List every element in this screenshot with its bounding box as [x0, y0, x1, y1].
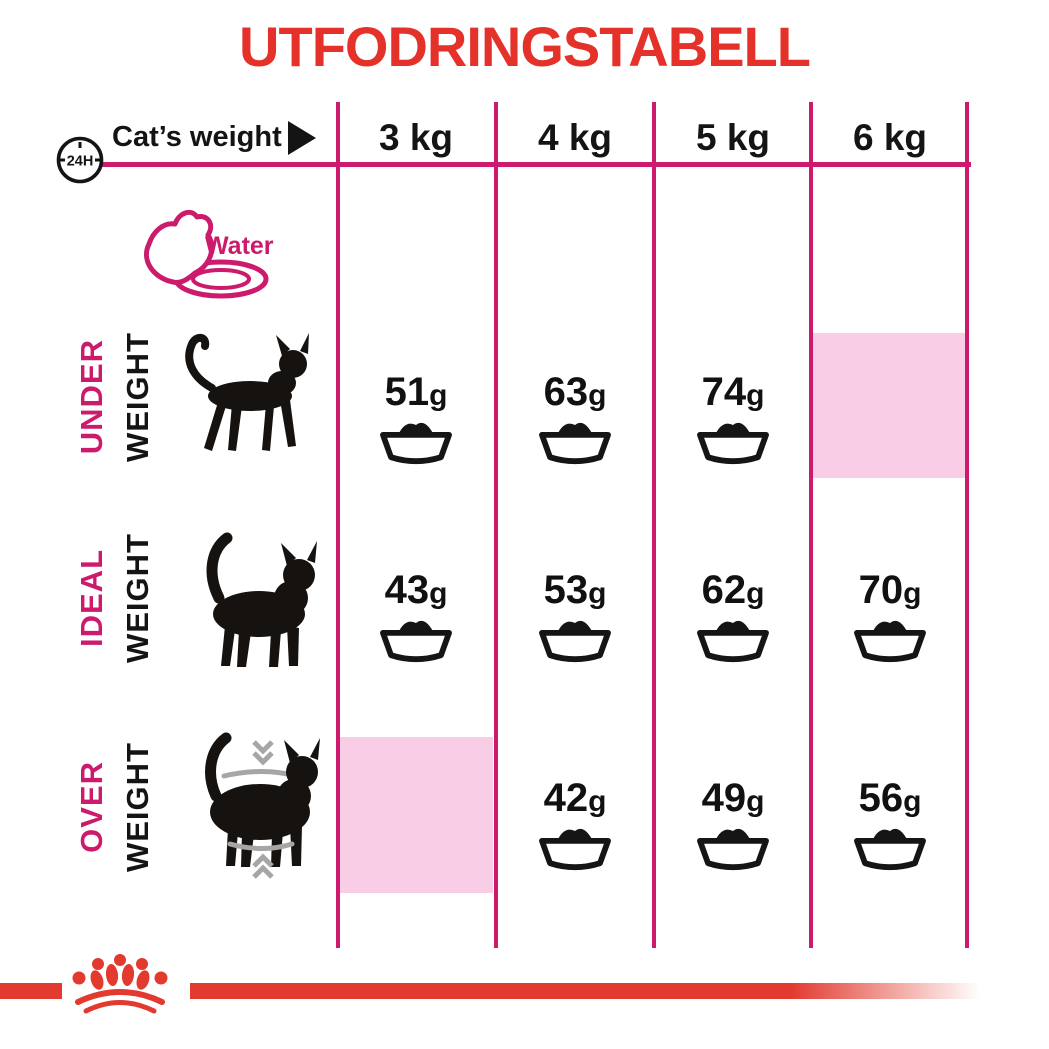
- food-bowl-icon: [697, 422, 769, 465]
- row-word-over: OVER: [74, 761, 109, 853]
- column-divider: [965, 102, 969, 948]
- food-bowl-icon: [539, 620, 611, 663]
- amount: 74: [701, 370, 747, 414]
- bottom-bar: [0, 983, 62, 999]
- cat-overweight-icon: [205, 732, 320, 879]
- feeding-value-under-5kg: 74g: [663, 372, 803, 467]
- food-bowl-icon: [380, 620, 452, 663]
- food-bowl-icon: [854, 620, 926, 663]
- row-word-under: UNDER: [74, 339, 109, 455]
- amount: 53: [543, 568, 589, 612]
- amount: 43: [384, 568, 430, 612]
- food-bowl-icon: [697, 620, 769, 663]
- cats-weight-label: Cat’s weight: [112, 121, 282, 153]
- unit: g: [746, 785, 765, 818]
- feeding-value-ideal-3kg: 43g: [346, 570, 486, 665]
- feeding-value-ideal-5kg: 62g: [663, 570, 803, 665]
- clock-24h-icon: 24H: [56, 136, 104, 184]
- cat-ideal-icon: [206, 532, 317, 667]
- feeding-value-ideal-6kg: 70g: [820, 570, 960, 665]
- amount: 56: [858, 776, 904, 820]
- column-header-4kg: 4 kg: [537, 117, 613, 158]
- row-word-ideal: IDEAL: [74, 549, 109, 647]
- amount: 42: [543, 776, 589, 820]
- water-label: Water: [205, 232, 274, 260]
- food-bowl-icon: [380, 422, 452, 465]
- header-divider: [102, 162, 971, 167]
- highlight-cell-under-6kg: [813, 333, 967, 478]
- feeding-value-over-5kg: 49g: [663, 778, 803, 873]
- feeding-value-under-4kg: 63g: [505, 372, 645, 467]
- unit: g: [746, 379, 765, 412]
- royal-canin-crown-icon: [72, 954, 168, 1014]
- column-divider: [336, 102, 340, 948]
- row-label-overweight: OVER WEIGHT: [74, 742, 156, 872]
- feeding-value-under-3kg: 51g: [346, 372, 486, 467]
- column-divider: [494, 102, 498, 948]
- column-header-5kg: 5 kg: [695, 117, 771, 158]
- unit: g: [903, 577, 922, 610]
- cat-underweight-icon: [185, 333, 309, 451]
- feeding-value-over-4kg: 42g: [505, 778, 645, 873]
- amount: 49: [701, 776, 747, 820]
- amount: 70: [858, 568, 904, 612]
- food-bowl-icon: [697, 828, 769, 871]
- amount: 51: [384, 370, 430, 414]
- unit: g: [903, 785, 922, 818]
- column-header-6kg: 6 kg: [852, 117, 928, 158]
- food-bowl-icon: [539, 422, 611, 465]
- clock-24h-label: 24H: [67, 154, 94, 170]
- row-label-underweight: UNDER WEIGHT: [74, 332, 156, 462]
- bottom-bar-fade: [190, 983, 980, 999]
- row-word-weight: WEIGHT: [120, 533, 155, 663]
- unit: g: [746, 577, 765, 610]
- unit: g: [588, 785, 607, 818]
- column-header-3kg: 3 kg: [378, 117, 454, 158]
- row-word-weight: WEIGHT: [120, 332, 155, 462]
- water-bowl-icon: [144, 209, 269, 299]
- food-bowl-icon: [854, 828, 926, 871]
- food-bowl-icon: [539, 828, 611, 871]
- unit: g: [429, 577, 448, 610]
- amount: 62: [701, 568, 747, 612]
- unit: g: [429, 379, 448, 412]
- row-label-ideal: IDEAL WEIGHT: [74, 533, 156, 663]
- row-word-weight: WEIGHT: [120, 742, 155, 872]
- unit: g: [588, 379, 607, 412]
- page-title: UTFODRINGSTABELL: [239, 15, 811, 78]
- unit: g: [588, 577, 607, 610]
- feeding-value-ideal-4kg: 53g: [505, 570, 645, 665]
- column-divider: [809, 102, 813, 948]
- column-divider: [652, 102, 656, 948]
- highlight-cell-over-3kg: [340, 737, 493, 893]
- arrow-right-icon: [288, 121, 316, 155]
- feeding-value-over-6kg: 56g: [820, 778, 960, 873]
- amount: 63: [543, 370, 589, 414]
